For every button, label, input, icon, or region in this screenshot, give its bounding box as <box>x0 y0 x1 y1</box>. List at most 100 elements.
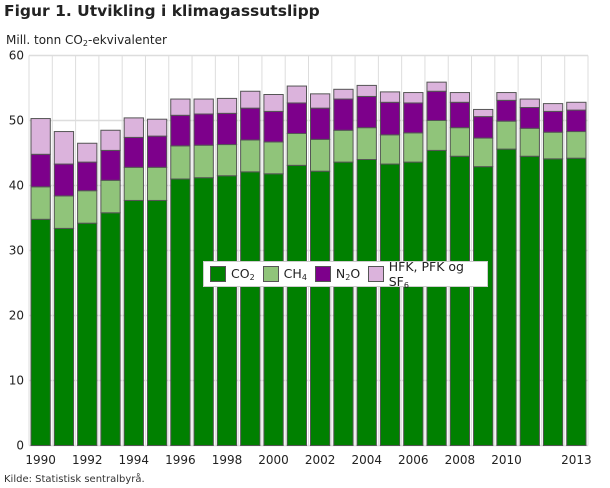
bar-co2-1998 <box>216 175 238 446</box>
legend-label: HFK, PFK og SF6 <box>389 259 485 290</box>
bar-n2o-2010 <box>496 99 517 122</box>
bar-hfk-pfk-og-sf6-2005 <box>379 91 401 103</box>
y-label-main: Mill. tonn CO <box>6 33 83 47</box>
bar-ch4-2003 <box>333 129 354 163</box>
bar-ch4-2000 <box>263 141 284 175</box>
bar-co2-1991 <box>53 227 75 446</box>
bar-ch4-2007 <box>426 120 447 151</box>
bar-co2-1995 <box>146 199 168 446</box>
y-tick-label: 10 <box>9 374 24 388</box>
bar-co2-2000 <box>263 173 284 447</box>
x-tick-label: 1998 <box>212 453 243 467</box>
bar-hfk-pfk-og-sf6-2008 <box>449 92 471 103</box>
bar-hfk-pfk-og-sf6-2009 <box>473 108 494 118</box>
bar-n2o-2013 <box>566 109 587 133</box>
bar-co2-2011 <box>519 155 540 446</box>
y-axis-label: Mill. tonn CO2-ekvivalenter <box>6 33 167 48</box>
legend-swatch <box>314 266 331 282</box>
bar-ch4-2005 <box>379 134 401 165</box>
bar-n2o-1992 <box>77 161 98 192</box>
bar-hfk-pfk-og-sf6-1995 <box>146 118 168 137</box>
bar-ch4-1996 <box>170 145 191 180</box>
legend-swatch <box>368 266 384 282</box>
y-tick-label: 40 <box>9 179 24 193</box>
y-tick-label: 20 <box>9 309 24 323</box>
bar-co2-1996 <box>170 178 191 446</box>
bar-n2o-1994 <box>123 136 144 168</box>
bar-co2-2002 <box>310 170 331 446</box>
bar-n2o-1990 <box>30 153 51 188</box>
y-tick-label: 30 <box>9 244 24 258</box>
bar-ch4-2001 <box>286 133 308 166</box>
bar-ch4-2006 <box>403 132 424 163</box>
bar-ch4-2012 <box>542 131 564 160</box>
legend: CO2 CH4 N2O HFK, PFK og SF6 <box>203 259 488 290</box>
bar-hfk-pfk-og-sf6-1993 <box>100 129 121 151</box>
bar-co2-2013 <box>566 157 587 446</box>
bar-hfk-pfk-og-sf6-2003 <box>333 88 354 100</box>
bar-hfk-pfk-og-sf6-1999 <box>240 90 261 109</box>
legend-label: CO2 <box>231 266 255 282</box>
bar-hfk-pfk-og-sf6-1997 <box>193 98 214 115</box>
y-label-sub: 2 <box>82 39 88 48</box>
bar-ch4-1994 <box>123 166 144 201</box>
bar-ch4-1999 <box>240 139 261 173</box>
bar-n2o-1999 <box>240 107 261 141</box>
x-tick-label: 1990 <box>25 453 56 467</box>
bar-ch4-1995 <box>146 166 168 201</box>
bar-hfk-pfk-og-sf6-2000 <box>263 94 284 112</box>
y-tick-label: 50 <box>9 114 24 128</box>
bar-co2-1997 <box>193 177 214 446</box>
y-label-tail: -ekvivalenter <box>87 33 167 47</box>
source-note: Kilde: Statistisk sentralbyrå. <box>4 474 145 485</box>
y-tick-label: 0 <box>16 439 24 453</box>
legend-item: HFK, PFK og SF6 <box>368 259 485 290</box>
bar-n2o-2011 <box>519 107 540 129</box>
legend-item: N2O <box>314 266 360 282</box>
bar-hfk-pfk-og-sf6-2006 <box>403 92 424 104</box>
bar-hfk-pfk-og-sf6-1998 <box>216 97 238 114</box>
bar-n2o-2006 <box>403 102 424 134</box>
bar-ch4-1997 <box>193 144 214 179</box>
bar-co2-2010 <box>496 148 517 446</box>
bar-co2-2003 <box>333 161 354 446</box>
bar-n2o-2012 <box>542 110 564 133</box>
bar-hfk-pfk-og-sf6-2011 <box>519 98 540 109</box>
bar-n2o-1996 <box>170 114 191 147</box>
bar-ch4-2004 <box>356 127 377 161</box>
bar-ch4-2011 <box>519 127 540 157</box>
legend-label-sub: 4 <box>301 273 307 282</box>
bar-n2o-1997 <box>193 113 214 146</box>
x-tick-label: 1994 <box>119 453 150 467</box>
bar-n2o-2008 <box>449 101 471 129</box>
bar-co2-1990 <box>30 218 51 446</box>
legend-label-tail: O <box>350 266 361 281</box>
bar-ch4-1990 <box>30 186 51 220</box>
legend-label: CH4 <box>284 266 307 282</box>
bar-n2o-1995 <box>146 135 168 168</box>
bar-co2-2007 <box>426 149 447 446</box>
legend-label-sub: 6 <box>403 280 409 290</box>
bar-ch4-1992 <box>77 190 98 224</box>
bar-co2-2006 <box>403 161 424 446</box>
bar-n2o-2003 <box>333 98 354 131</box>
bar-ch4-2010 <box>496 120 517 150</box>
bar-ch4-2009 <box>473 137 494 168</box>
legend-label-main: N <box>335 266 346 281</box>
x-tick-label: 2006 <box>398 453 429 467</box>
bar-hfk-pfk-og-sf6-2002 <box>310 93 331 109</box>
bar-co2-2005 <box>379 163 401 447</box>
legend-item: CH4 <box>262 266 307 282</box>
legend-label: N2O <box>336 266 360 282</box>
bar-ch4-1991 <box>53 195 75 229</box>
legend-label-main: CH <box>283 266 302 281</box>
bar-hfk-pfk-og-sf6-2010 <box>496 92 517 101</box>
x-tick-label: 2004 <box>351 453 382 467</box>
bar-n2o-1991 <box>53 163 75 197</box>
bar-n2o-2002 <box>310 107 331 140</box>
bar-ch4-1998 <box>216 144 238 177</box>
bar-hfk-pfk-og-sf6-2004 <box>356 84 377 97</box>
legend-item: CO2 <box>210 266 255 282</box>
